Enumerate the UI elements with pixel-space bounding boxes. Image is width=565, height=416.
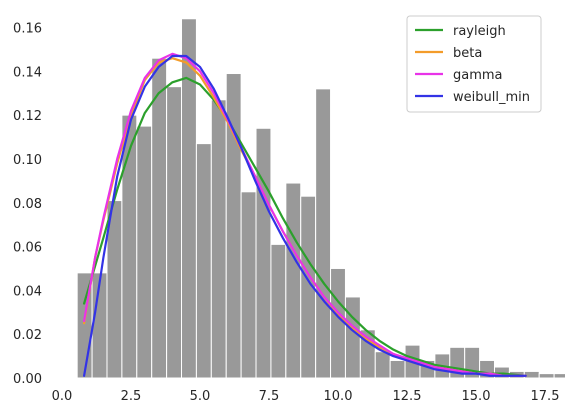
legend-label-rayleigh: rayleigh bbox=[453, 24, 506, 39]
histogram-bar bbox=[285, 182, 302, 379]
x-axis-ticks: 0.0 2.5 5.0 7.5 10.0 12.5 15.0 17.5 bbox=[52, 389, 560, 404]
y-tick-label: 0.14 bbox=[13, 65, 42, 80]
x-tick-label: 12.5 bbox=[393, 389, 422, 404]
histogram-bar bbox=[240, 191, 257, 379]
legend-label-gamma: gamma bbox=[453, 68, 503, 83]
histogram-bar bbox=[166, 86, 183, 379]
y-tick-label: 0.16 bbox=[13, 22, 42, 37]
x-tick-label: 10.0 bbox=[324, 389, 353, 404]
y-tick-label: 0.08 bbox=[13, 197, 42, 212]
x-tick-label: 2.5 bbox=[121, 389, 142, 404]
histogram-bar bbox=[151, 57, 168, 379]
x-tick-label: 15.0 bbox=[462, 389, 491, 404]
y-tick-label: 0.12 bbox=[13, 109, 42, 124]
histogram-bar bbox=[270, 243, 287, 379]
histogram-bar bbox=[181, 18, 197, 379]
x-tick-label: 17.5 bbox=[531, 389, 560, 404]
histogram-bar bbox=[344, 296, 361, 379]
x-tick-label: 7.5 bbox=[259, 389, 280, 404]
y-tick-label: 0.02 bbox=[13, 328, 42, 343]
x-tick-label: 0.0 bbox=[52, 389, 73, 404]
legend-label-beta: beta bbox=[453, 46, 482, 61]
histogram-bar bbox=[136, 125, 153, 379]
histogram-bar bbox=[210, 99, 227, 379]
series-line-rayleigh bbox=[82, 76, 527, 377]
y-axis-ticks: 0.00 0.02 0.04 0.06 0.08 0.10 0.12 0.14 0.16 bbox=[13, 22, 42, 387]
histogram-bar bbox=[553, 373, 565, 379]
fit-lines bbox=[82, 52, 527, 377]
series-line-gamma bbox=[82, 52, 527, 377]
histogram-bars bbox=[76, 18, 565, 379]
y-tick-label: 0.10 bbox=[13, 153, 42, 168]
histogram-bar bbox=[538, 373, 555, 379]
y-tick-label: 0.00 bbox=[13, 372, 42, 387]
histogram-bar bbox=[255, 127, 272, 379]
y-tick-label: 0.04 bbox=[13, 284, 42, 299]
series-line-weibull_min bbox=[82, 54, 527, 377]
histogram-bar bbox=[315, 88, 332, 379]
x-tick-label: 5.0 bbox=[190, 389, 211, 404]
histogram-bar bbox=[389, 359, 406, 379]
histogram-bar bbox=[374, 351, 391, 379]
legend-label-weibull_min: weibull_min bbox=[453, 90, 530, 105]
legend: rayleigh beta gamma weibull_min bbox=[406, 15, 542, 113]
histogram-bar bbox=[330, 267, 346, 379]
histogram-bar bbox=[195, 143, 212, 379]
legend-box bbox=[406, 15, 542, 113]
histogram-bar bbox=[523, 370, 540, 379]
y-tick-label: 0.06 bbox=[13, 241, 42, 256]
